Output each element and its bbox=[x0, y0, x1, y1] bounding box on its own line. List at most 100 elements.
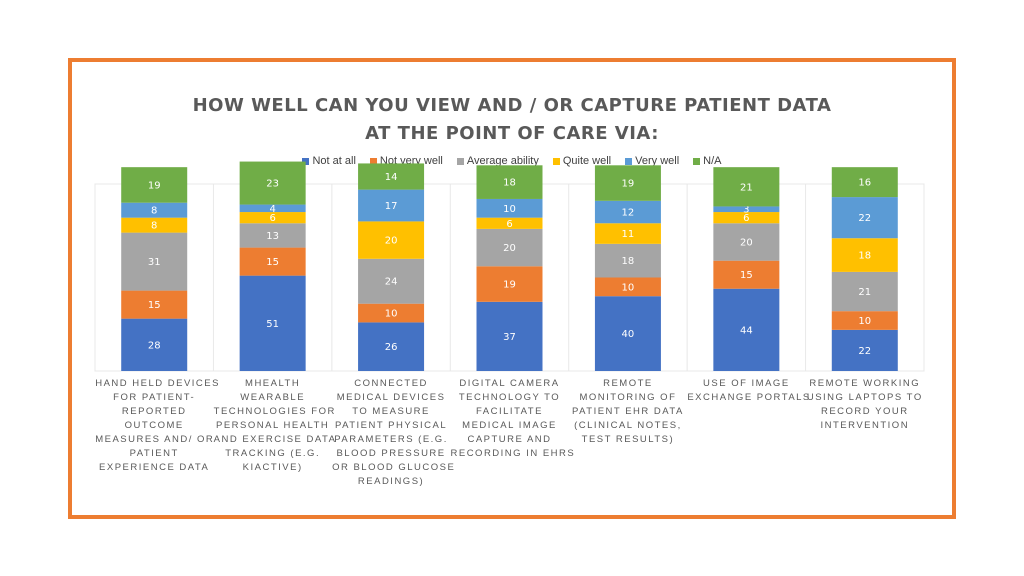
bar-segment bbox=[358, 163, 425, 190]
legend-item-3: Quite well bbox=[552, 153, 612, 169]
bar-segment bbox=[121, 202, 188, 218]
data-label: 21 bbox=[740, 182, 753, 193]
data-label: 13 bbox=[266, 231, 279, 242]
data-label: 40 bbox=[622, 329, 635, 340]
data-label: 10 bbox=[622, 282, 635, 293]
legend-item-4: Very well bbox=[625, 153, 679, 169]
category-label-line: TECHNOLOGY TO bbox=[458, 392, 561, 403]
category-label-line: EXPERIENCE DATA bbox=[99, 462, 210, 473]
bar-segment bbox=[358, 189, 425, 222]
data-label: 18 bbox=[503, 178, 516, 189]
bar-segment bbox=[476, 198, 543, 218]
bar-segment bbox=[713, 167, 780, 207]
category-label-line: HAND HELD DEVICES bbox=[95, 378, 220, 389]
category-label-line: OR BLOOD GLUCOSE bbox=[332, 462, 456, 473]
data-label: 20 bbox=[503, 243, 516, 254]
legend-label-3: Quite well bbox=[562, 155, 612, 167]
bar-segment bbox=[358, 322, 425, 371]
data-label: 23 bbox=[266, 179, 279, 190]
bar-segment bbox=[239, 223, 306, 248]
data-label: 6 bbox=[506, 219, 512, 230]
category-label-line: BLOOD PRESSURE bbox=[336, 448, 446, 459]
bar-segment bbox=[831, 238, 898, 272]
bar-segment bbox=[713, 260, 780, 289]
bar-segment bbox=[831, 329, 898, 371]
data-label: 24 bbox=[385, 277, 398, 288]
legend-swatch-4 bbox=[625, 157, 633, 165]
bar-segment bbox=[713, 212, 780, 224]
category-label: CONNECTED MEDICAL DEVICES TO MEASURE PATIEN… bbox=[332, 377, 456, 489]
bar-segment bbox=[713, 206, 780, 213]
category-label-line: AND EXERCISE DATA bbox=[213, 434, 337, 445]
data-label: 6 bbox=[269, 213, 275, 224]
category-label-line: MEDICAL IMAGE bbox=[462, 420, 557, 431]
bar-segment bbox=[239, 212, 306, 224]
category-label: MHEALTH WEARABLE TECHNOLOGIES FOR PERSONAL … bbox=[213, 377, 337, 475]
data-label: 22 bbox=[858, 346, 871, 357]
data-label: 8 bbox=[151, 206, 157, 217]
chart-legend: Not at all Not very well Average ability Qu… bbox=[72, 153, 952, 169]
category-label-line: RECORDING IN EHRS bbox=[450, 448, 576, 459]
category-label-line: INTERVENTION bbox=[820, 420, 910, 431]
category-label-line: TRACKING (E.G. bbox=[225, 448, 321, 459]
category-label-line: FOR PATIENT- bbox=[113, 392, 196, 403]
data-label: 19 bbox=[622, 179, 635, 190]
category-label-line: PERSONAL HEALTH bbox=[215, 420, 330, 431]
bar-segment bbox=[239, 247, 306, 276]
category-label-line: MHEALTH bbox=[245, 378, 301, 389]
bar-segment bbox=[121, 232, 188, 291]
data-label: 18 bbox=[622, 256, 635, 267]
category-label-line: TEST RESULTS) bbox=[581, 434, 675, 445]
category-label-line: MEDICAL DEVICES bbox=[336, 392, 446, 403]
category-label: USE OF IMAGE EXCHANGE PORTALS bbox=[687, 377, 809, 405]
category-label-line: WEARABLE bbox=[240, 392, 306, 403]
data-label: 17 bbox=[385, 201, 398, 212]
data-label: 37 bbox=[503, 332, 516, 343]
data-label: 10 bbox=[385, 309, 398, 320]
bar-segment bbox=[121, 290, 188, 319]
data-label: 18 bbox=[858, 251, 871, 262]
data-label: 51 bbox=[266, 319, 279, 330]
legend-swatch-1 bbox=[369, 157, 377, 165]
bar-segment bbox=[358, 221, 425, 259]
bar-segment bbox=[594, 296, 661, 371]
category-label-line: MEASURES AND/ OR bbox=[95, 434, 215, 445]
chart-title-line-2: AT THE POINT OF CARE VIA: bbox=[365, 123, 659, 144]
bar-segment bbox=[594, 165, 661, 201]
data-label: 8 bbox=[151, 221, 157, 232]
data-label: 44 bbox=[740, 325, 753, 336]
category-label-line: (CLINICAL NOTES, bbox=[574, 420, 682, 431]
bar-segment bbox=[476, 266, 543, 302]
bar-segment bbox=[358, 258, 425, 304]
category-label-line: OUTCOME bbox=[124, 420, 184, 431]
data-label: 19 bbox=[148, 180, 161, 191]
category-label-line: TECHNOLOGIES FOR bbox=[213, 406, 336, 417]
category-label: REMOTE MONITORING OF PATIENT EHR DATA (CLIN… bbox=[569, 377, 687, 447]
legend-label-2: Average ability bbox=[466, 155, 539, 167]
bar-segment bbox=[831, 197, 898, 239]
data-label: 15 bbox=[148, 300, 161, 311]
category-label-line: REMOTE WORKING bbox=[809, 378, 921, 389]
bar-segment bbox=[594, 243, 661, 278]
chart-title: HOW WELL CAN YOU VIEW AND / OR CAPTURE P… bbox=[72, 92, 952, 148]
data-label: 26 bbox=[385, 342, 398, 353]
data-label: 20 bbox=[385, 236, 398, 247]
data-label: 28 bbox=[148, 340, 161, 351]
data-label: 6 bbox=[743, 213, 749, 224]
bar-segment bbox=[476, 217, 543, 229]
data-label: 10 bbox=[858, 316, 871, 327]
data-label: 20 bbox=[740, 237, 753, 248]
legend-swatch-2 bbox=[456, 157, 464, 165]
data-label: 22 bbox=[858, 213, 871, 224]
category-label-line: USING LAPTOPS TO bbox=[806, 392, 923, 403]
category-label-line: CAPTURE AND bbox=[467, 434, 552, 445]
legend-label-5: N/A bbox=[703, 155, 722, 167]
legend-swatch-0 bbox=[302, 157, 310, 165]
bar-segment bbox=[476, 165, 543, 199]
category-label-line: MONITORING OF bbox=[579, 392, 677, 403]
data-label: 3 bbox=[743, 205, 749, 216]
category-label-line: RECORD YOUR bbox=[820, 406, 909, 417]
bar-segment bbox=[358, 303, 425, 323]
legend-label-0: Not at all bbox=[312, 155, 356, 167]
category-label-line: READINGS) bbox=[357, 476, 425, 487]
